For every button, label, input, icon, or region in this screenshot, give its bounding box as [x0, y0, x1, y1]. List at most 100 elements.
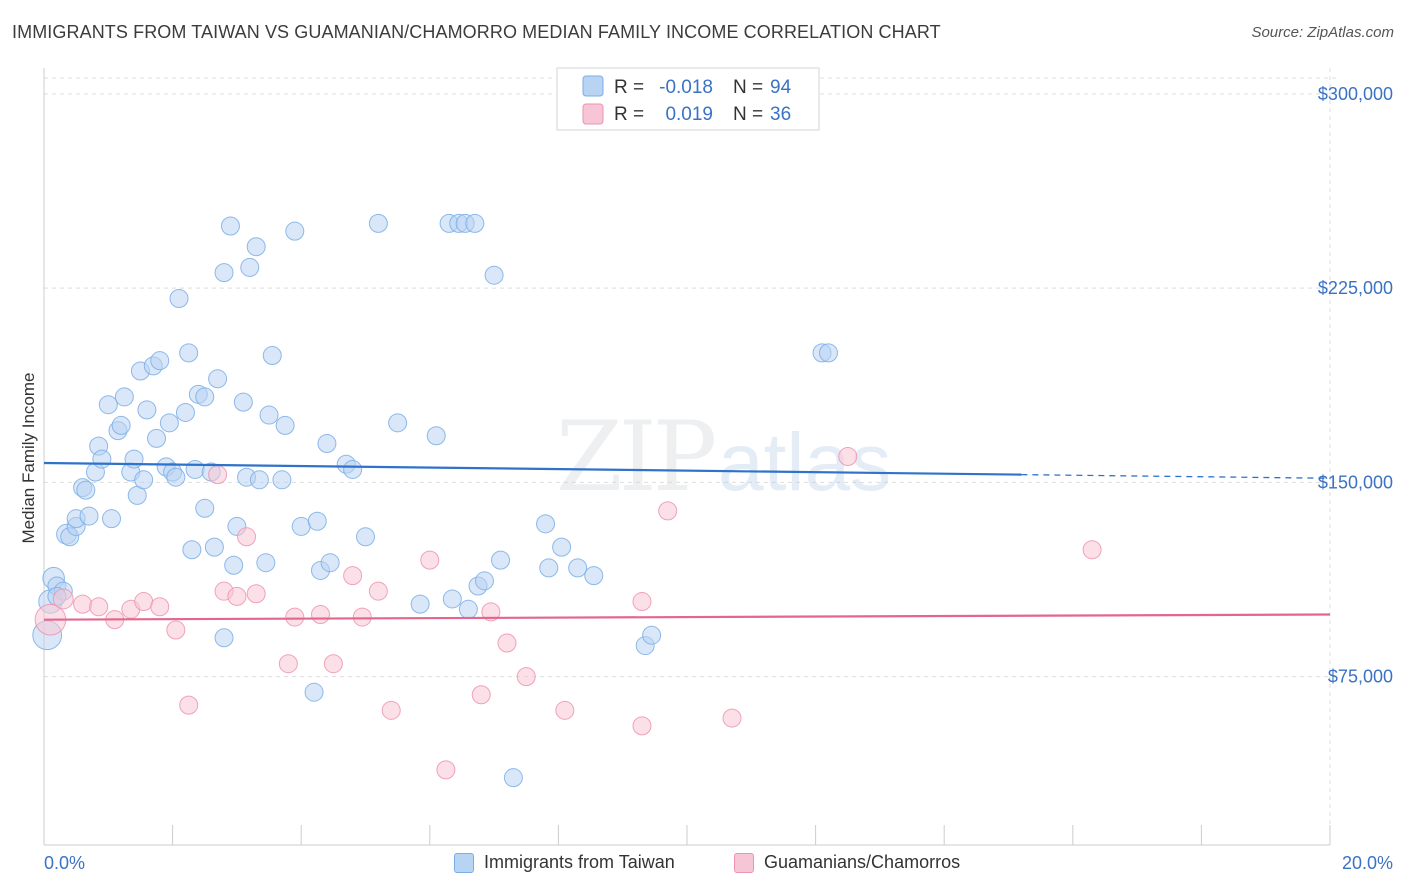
chamorro-point [237, 527, 257, 547]
taiwan-point [233, 392, 253, 412]
axes [43, 68, 1331, 846]
taiwan-point [256, 553, 276, 573]
taiwan-point [208, 369, 228, 389]
legend-n-label: N = [733, 77, 763, 98]
y-tick-label: $150,000 [1318, 472, 1393, 492]
chamorro-point [166, 620, 186, 640]
y-tick-labels: $75,000 $150,000 $225,000 $300,000 [1318, 84, 1393, 687]
taiwan-point [818, 343, 838, 363]
watermark-atlas: atlas [718, 417, 891, 508]
trend-line-taiwan [43, 461, 1022, 476]
taiwan-point [214, 263, 234, 283]
legend-n-label: N = [733, 104, 763, 125]
chamorro-point [227, 586, 247, 606]
chamorro-point [632, 716, 652, 736]
chamorro-point [838, 447, 858, 466]
y-tick-label: $300,000 [1318, 84, 1393, 104]
taiwan-point [204, 537, 224, 557]
taiwan-point [368, 213, 388, 233]
y-tick-label: $75,000 [1328, 667, 1393, 687]
source-label: Source: ZipAtlas.com [1251, 24, 1394, 41]
chamorro-point [343, 566, 363, 586]
chamorro-point [246, 584, 266, 604]
taiwan-point [98, 395, 118, 415]
taiwan-point [166, 467, 186, 487]
chamorro-point [1082, 540, 1102, 560]
taiwan-point [491, 550, 511, 570]
legend-swatch-chamorro [582, 103, 604, 125]
taiwan-point [642, 625, 662, 645]
chamorro-point [368, 581, 388, 601]
legend-r-label: R = [614, 77, 644, 98]
taiwan-point [175, 402, 195, 422]
legend: R = -0.018 N = 94 R = 0.019 N = 36 [556, 67, 820, 131]
chamorro-point [420, 550, 440, 570]
chamorro-point [278, 654, 298, 674]
chamorro-point [632, 592, 652, 612]
chamorro-point [516, 667, 536, 687]
chamorro-point [555, 700, 575, 720]
watermark-zip: ZIP [556, 401, 715, 513]
legend-n-value: 94 [770, 77, 792, 98]
x-tick-label: 0.0% [44, 853, 85, 873]
legend-item-taiwan: Immigrants from Taiwan [454, 852, 675, 873]
legend-swatch-taiwan [454, 852, 474, 873]
legend-r-value: -0.018 [659, 77, 713, 98]
taiwan-point [214, 628, 234, 648]
taiwan-point [272, 470, 292, 490]
x-tick-labels: 0.0% 20.0% [44, 853, 1393, 873]
legend-item-chamorro: Guamanians/Chamorros [734, 852, 960, 873]
trend-line-taiwan-extension [1021, 473, 1331, 479]
y-axis-label: Median Family Income [19, 372, 38, 543]
chamorro-point [497, 633, 517, 653]
taiwan-point [159, 413, 179, 433]
taiwan-point [195, 387, 215, 407]
chamorro-point [658, 501, 678, 521]
x-tick-label: 20.0% [1342, 853, 1393, 873]
legend-swatch-chamorro [734, 852, 754, 873]
taiwan-point [134, 470, 154, 490]
chamorro-point [89, 597, 109, 617]
taiwan-point [484, 265, 504, 285]
taiwan-point [320, 553, 340, 573]
taiwan-point [240, 257, 260, 277]
taiwan-point [195, 498, 215, 518]
chamorro-point [73, 594, 93, 614]
chamorro-point [310, 604, 330, 624]
legend-label-taiwan: Immigrants from Taiwan [484, 852, 675, 872]
taiwan-point [304, 682, 324, 702]
legend-label-chamorro: Guamanians/Chamorros [764, 852, 961, 872]
taiwan-point [124, 449, 144, 469]
taiwan-point [169, 289, 189, 309]
chamorro-point [722, 708, 742, 728]
taiwan-point [356, 527, 375, 547]
watermark: ZIP atlas [556, 401, 891, 513]
legend-swatch-taiwan [582, 75, 604, 97]
chamorro-point [134, 592, 154, 612]
taiwan-point [388, 413, 408, 433]
taiwan-point [114, 387, 134, 407]
taiwan-point [246, 237, 266, 257]
chamorro-point [471, 685, 491, 705]
taiwan-point [317, 434, 337, 454]
taiwan-point [465, 213, 485, 233]
chamorro-point [208, 465, 228, 485]
taiwan-point [111, 415, 131, 435]
chamorro-point [179, 695, 199, 715]
y-tick-label: $225,000 [1318, 278, 1393, 298]
chamorro-point [150, 597, 170, 617]
taiwan-point [224, 555, 244, 575]
taiwan-point [552, 537, 572, 557]
taiwan-point [474, 571, 494, 591]
taiwan-point [79, 506, 99, 526]
chamorro-point [52, 588, 74, 610]
taiwan-point [92, 449, 112, 469]
trend-line-chamorro [43, 613, 1331, 621]
chamorro-point [381, 700, 401, 720]
taiwan-point [568, 558, 588, 578]
bottom-legend: Immigrants from Taiwan Guamanians/Chamor… [0, 852, 1406, 878]
gridlines [44, 68, 1338, 845]
chamorro-point [436, 760, 456, 780]
chamorro-point [481, 602, 501, 622]
taiwan-point [249, 470, 269, 490]
